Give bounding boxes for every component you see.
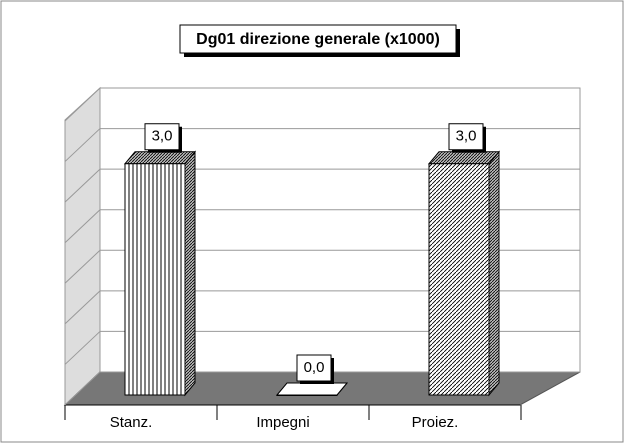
value-label-box	[296, 354, 332, 382]
grid-line	[64, 290, 101, 325]
x-tick-label: Stanz.	[110, 414, 153, 431]
title-box	[179, 24, 457, 54]
value-label-box	[144, 123, 180, 151]
side-wall	[64, 86, 101, 407]
value-label-box	[448, 123, 484, 151]
x-tick-label: Proiez.	[412, 414, 459, 431]
grid-line	[64, 87, 101, 122]
bar-top	[275, 382, 349, 396]
bar-top	[123, 151, 197, 165]
grid-line	[64, 128, 101, 162]
grid-line	[64, 209, 101, 244]
bar-side	[488, 150, 500, 397]
grid-line	[64, 371, 101, 406]
value-label: 3,0	[152, 128, 173, 145]
x-tick-label: Impegni	[256, 414, 309, 431]
value-label: 3,0	[456, 128, 477, 145]
chart-title: Dg01 direzione generale (x1000)	[196, 31, 440, 48]
bar-side	[184, 150, 196, 397]
bar	[124, 163, 186, 396]
grid-line	[64, 249, 101, 284]
bar	[276, 394, 338, 396]
bar-top	[427, 151, 501, 165]
grid-line	[64, 168, 101, 203]
value-label: 0,0	[304, 359, 325, 376]
grid-line	[64, 331, 101, 365]
bar	[428, 163, 490, 396]
